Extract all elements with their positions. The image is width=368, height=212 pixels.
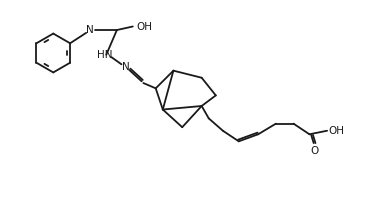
Text: OH: OH (136, 21, 152, 32)
Text: HN: HN (97, 50, 112, 60)
Text: OH: OH (329, 126, 345, 136)
Text: N: N (122, 62, 130, 72)
Text: O: O (311, 146, 319, 156)
Text: N: N (86, 25, 94, 35)
